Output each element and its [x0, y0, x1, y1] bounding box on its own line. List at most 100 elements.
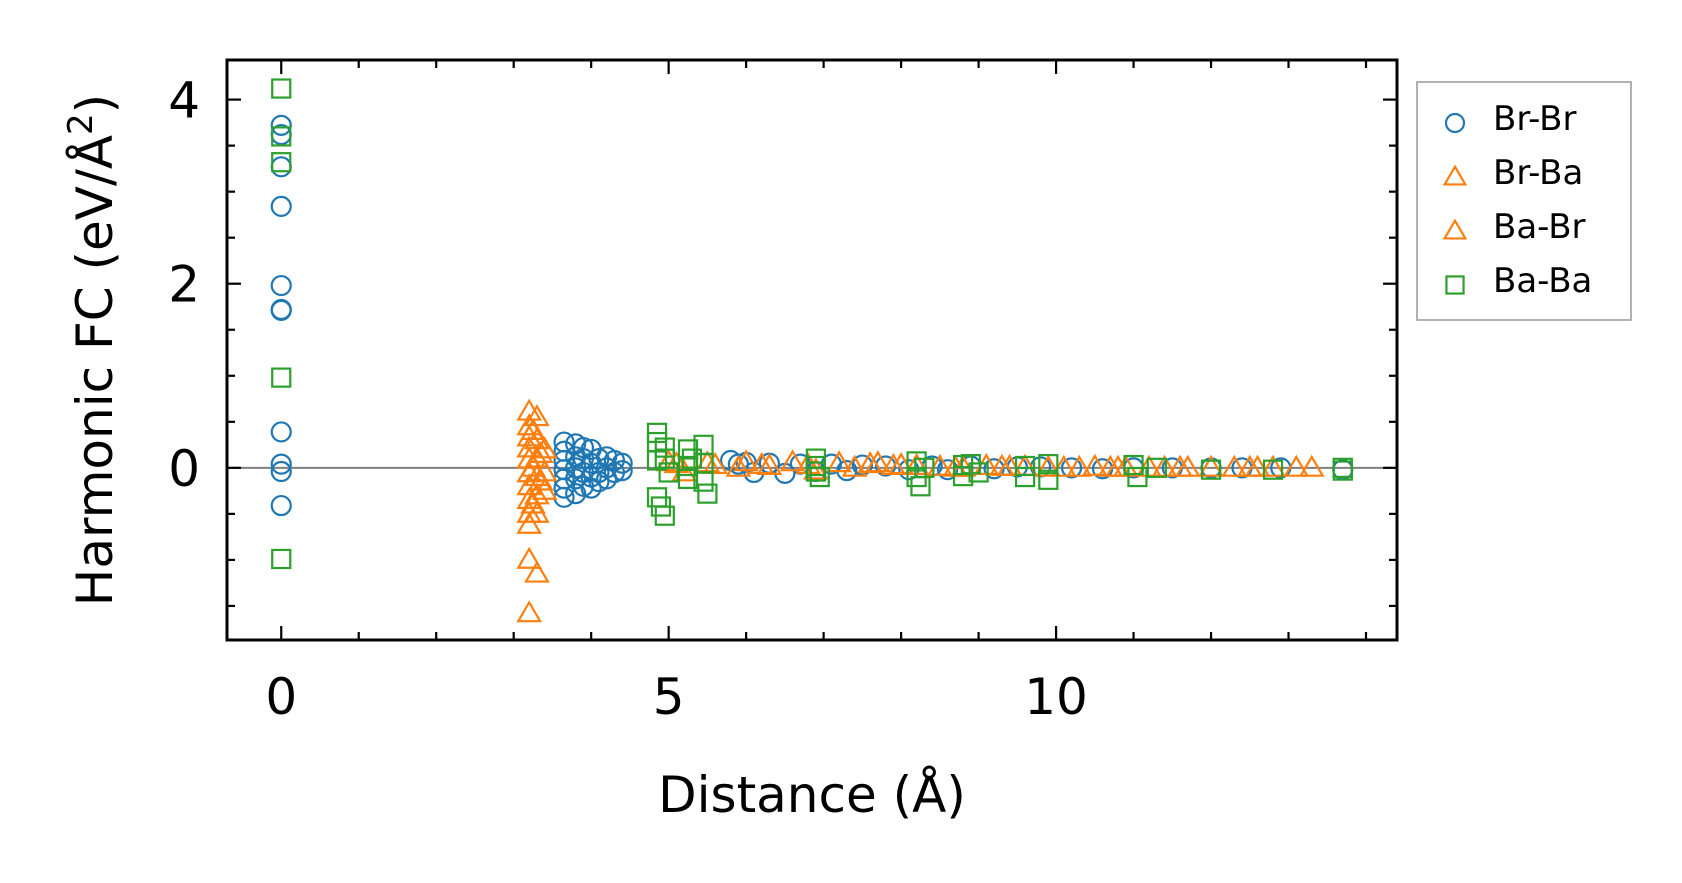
data-point-ba-ba [914, 457, 935, 478]
data-point-br-ba [1283, 454, 1310, 477]
data-point-ba-br [520, 491, 546, 514]
data-point-ba-br [1167, 454, 1193, 477]
data-point-ba-ba [654, 437, 675, 458]
data-point-ba-ba [1038, 469, 1059, 490]
data-point-ba-ba [1146, 457, 1167, 478]
data-point-ba-ba [809, 466, 830, 488]
legend-label-br-ba: Br-Ba [1493, 153, 1583, 193]
data-point-br-ba [1066, 454, 1093, 477]
data-point-br-ba [733, 449, 759, 472]
data-point-br-br [936, 459, 959, 481]
data-point-br-ba [516, 600, 543, 623]
data-point-ba-ba [681, 448, 703, 469]
data-point-br-br [611, 452, 633, 474]
y-axis-label: Harmonic FC (eV/Å2) [61, 94, 124, 606]
legend-marker-symbol [1442, 164, 1468, 186]
data-point-ba-ba [271, 78, 292, 99]
data-point-br-br [270, 156, 292, 178]
data-point-ba-ba [1038, 454, 1059, 475]
data-point-br-br [270, 195, 292, 217]
data-point-br-br [611, 460, 633, 482]
data-point-br-br [851, 454, 873, 476]
data-point-br-ba [826, 450, 852, 473]
legend-item-br-ba: Br-Ba [1442, 153, 1583, 193]
data-point-ba-ba [677, 468, 699, 490]
legend-marker-symbol [1442, 218, 1468, 240]
data-point-br-br [270, 114, 292, 136]
data-point-ba-ba [1200, 459, 1222, 480]
y-axis-label-superscript: 2 [61, 113, 101, 135]
data-point-br-ba [524, 560, 550, 583]
data-point-ba-ba [658, 462, 679, 483]
legend-label-ba-ba: Ba-Ba [1493, 261, 1592, 301]
data-point-br-br [270, 494, 292, 517]
x-tick-label: 5 [653, 668, 685, 726]
data-point-br-ba [841, 454, 868, 477]
legend-marker-ba-br [1442, 218, 1468, 240]
y-axis-label-main: Harmonic FC (eV/Å [66, 135, 124, 606]
y-tick-label: 0 [168, 440, 200, 498]
data-point-ba-ba [906, 451, 927, 472]
data-point-br-br [983, 458, 1005, 480]
data-point-ba-br [527, 468, 554, 491]
y-tick-label: 2 [168, 256, 200, 314]
data-point-br-ba [779, 449, 806, 472]
legend-marker-ba-ba [1445, 275, 1465, 295]
x-tick-label: 0 [265, 668, 297, 726]
data-point-ba-ba [654, 448, 675, 469]
x-tick-label: 10 [1024, 668, 1088, 726]
data-point-br-ba [1260, 454, 1286, 477]
data-point-ba-ba [677, 455, 699, 477]
data-point-br-ba [1198, 454, 1224, 477]
data-point-ba-br [520, 454, 546, 477]
legend-marker-symbol [1445, 275, 1465, 295]
data-point-ba-ba [693, 471, 714, 492]
data-point-br-br [270, 460, 292, 483]
scatter-markers [270, 78, 1354, 623]
data-point-ba-br [1236, 454, 1263, 477]
data-point-ba-ba [968, 462, 989, 483]
y-tick-label: 4 [168, 72, 200, 130]
data-point-br-ba [1151, 454, 1178, 477]
data-point-ba-ba [1332, 457, 1353, 478]
legend-marker-symbol [1444, 112, 1466, 134]
data-point-br-ba [1081, 453, 1108, 476]
data-point-ba-ba [271, 367, 292, 388]
data-point-br-br [270, 453, 292, 475]
data-point-br-ba [1298, 454, 1325, 477]
data-point-ba-ba [271, 548, 292, 570]
data-point-ba-ba [1127, 466, 1148, 488]
data-point-ba-ba [697, 483, 718, 504]
data-point-ba-br [527, 440, 554, 463]
data-point-ba-ba [271, 126, 292, 147]
data-point-ba-ba [271, 152, 292, 173]
legend-frame [1416, 81, 1632, 321]
data-point-br-br [1060, 457, 1083, 479]
legend-item-br-br: Br-Br [1444, 99, 1577, 139]
data-point-ba-ba [1014, 455, 1036, 477]
data-point-br-ba [516, 546, 543, 569]
data-point-br-ba [725, 454, 752, 477]
data-point-ba-br [702, 451, 728, 475]
data-point-ba-ba [952, 466, 974, 487]
data-point-ba-br [865, 450, 891, 473]
data-point-ba-ba [805, 461, 826, 482]
axis-ticks [227, 60, 1397, 640]
legend-label-br-br: Br-Br [1493, 99, 1577, 139]
data-point-br-ba [516, 435, 543, 458]
legend-item-ba-ba: Ba-Ba [1445, 261, 1592, 301]
data-point-br-ba [903, 452, 930, 475]
tick-labels: 0 5 10 0 2 4 [168, 72, 1088, 726]
data-point-br-ba [1221, 454, 1248, 477]
plot-frame [225, 58, 1399, 642]
data-point-ba-br [748, 451, 775, 475]
data-point-br-ba [516, 511, 543, 534]
legend-marker-br-br [1444, 112, 1466, 134]
y-axis-label-close: ) [66, 94, 124, 114]
data-point-ba-br [520, 417, 546, 440]
data-point-br-br [565, 483, 587, 505]
data-point-br-br [565, 468, 587, 490]
data-point-br-br [270, 299, 292, 322]
data-point-br-ba [1035, 454, 1062, 477]
